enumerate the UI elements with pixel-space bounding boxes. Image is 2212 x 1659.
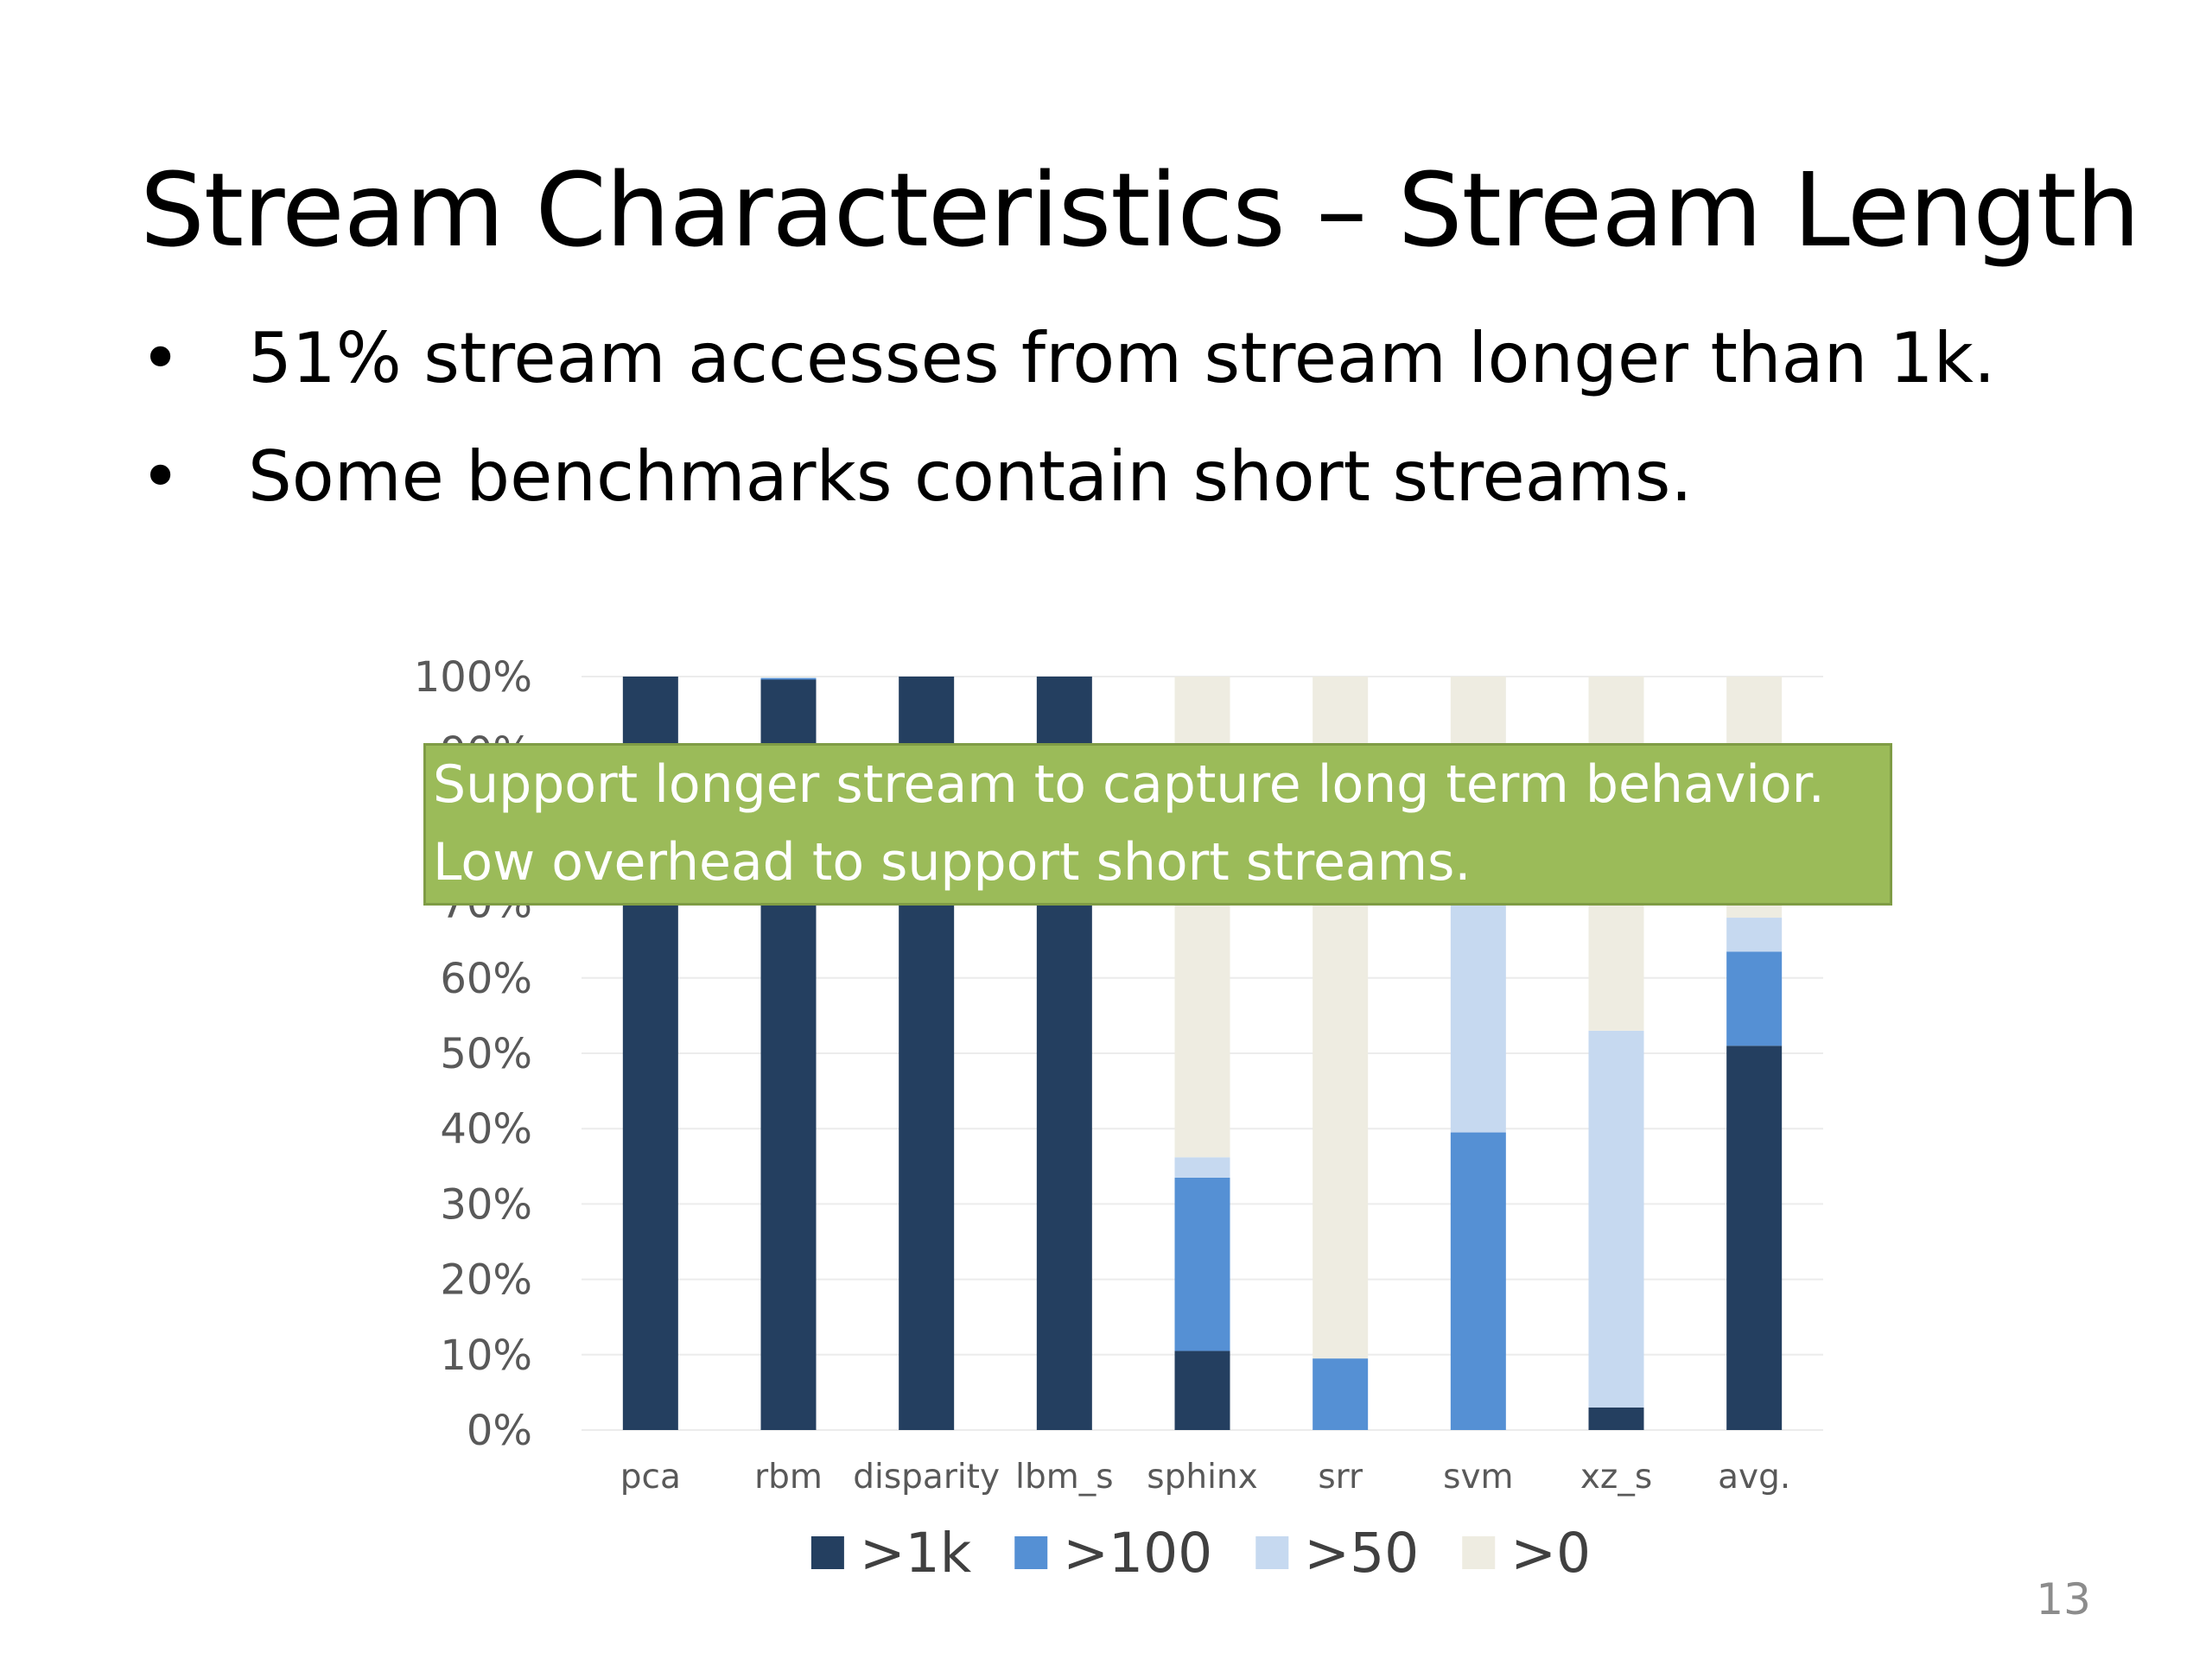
y-tick-label: 60% [440, 955, 532, 1003]
bar-segment [760, 677, 817, 680]
bullet-dot: • [140, 318, 181, 398]
legend-item: >100 [1014, 1522, 1212, 1585]
bullet-dot: • [140, 436, 181, 517]
legend-item: >1k [810, 1522, 972, 1585]
x-tick-label: xz_s [1580, 1458, 1652, 1497]
legend-label: >50 [1304, 1522, 1419, 1585]
bar-segment [1726, 1046, 1783, 1430]
callout-box: Support longer stream to capture long te… [423, 743, 1892, 906]
bar-segment [760, 677, 817, 678]
callout-line: Low overhead to support short streams. [433, 832, 1471, 893]
x-tick-label: lbm_s [1015, 1458, 1113, 1497]
x-tick-label: srr [1318, 1458, 1363, 1497]
y-tick-label: 0% [467, 1407, 532, 1455]
bullet-text: 51% stream accesses from stream longer t… [248, 318, 1996, 398]
callout-line: Support longer stream to capture long te… [433, 754, 1825, 815]
bar-segment [1726, 918, 1783, 952]
bar-segment [1450, 868, 1506, 1133]
x-tick-label: svm [1443, 1458, 1513, 1497]
legend-swatch [1014, 1536, 1048, 1569]
y-tick-label: 50% [440, 1030, 532, 1078]
slide-title: Stream Characteristics – Stream Length [140, 150, 2140, 270]
bar-segment [1588, 1030, 1644, 1408]
x-tick-label: pca [620, 1458, 681, 1497]
legend: >1k >100 >50 >0 [810, 1522, 1591, 1585]
bar-segment [1174, 1177, 1230, 1351]
legend-label: >100 [1063, 1522, 1212, 1585]
legend-label: >1k [860, 1522, 972, 1585]
legend-item: >50 [1255, 1522, 1419, 1585]
x-tick-label: disparity [853, 1458, 1000, 1497]
x-axis-ticks: pca rbm disparity lbm_s sphinx srr svm xz_s avg. [620, 1458, 1790, 1497]
page-number: 13 [2036, 1574, 2091, 1624]
bar-segment [1174, 1157, 1230, 1178]
y-tick-label: 40% [440, 1105, 532, 1154]
y-tick-label: 20% [440, 1256, 532, 1305]
x-tick-label: avg. [1718, 1458, 1790, 1497]
legend-swatch [810, 1536, 844, 1569]
legend-swatch [1255, 1536, 1289, 1569]
y-tick-label: 10% [440, 1332, 532, 1380]
y-tick-label: 100% [414, 653, 532, 702]
y-tick-label: 30% [440, 1180, 532, 1229]
bar-segment [1588, 1407, 1644, 1430]
bar-segment [1726, 951, 1783, 1046]
bar-segment [1313, 1358, 1369, 1430]
legend-swatch [1462, 1536, 1496, 1569]
legend-item: >0 [1462, 1522, 1591, 1585]
x-tick-label: sphinx [1147, 1458, 1257, 1497]
bar-segment [1174, 1351, 1230, 1430]
bullet-text: Some benchmarks contain short streams. [248, 436, 1693, 517]
x-tick-label: rbm [754, 1458, 823, 1497]
bar-segment [1450, 1132, 1506, 1430]
legend-label: >0 [1510, 1522, 1591, 1585]
